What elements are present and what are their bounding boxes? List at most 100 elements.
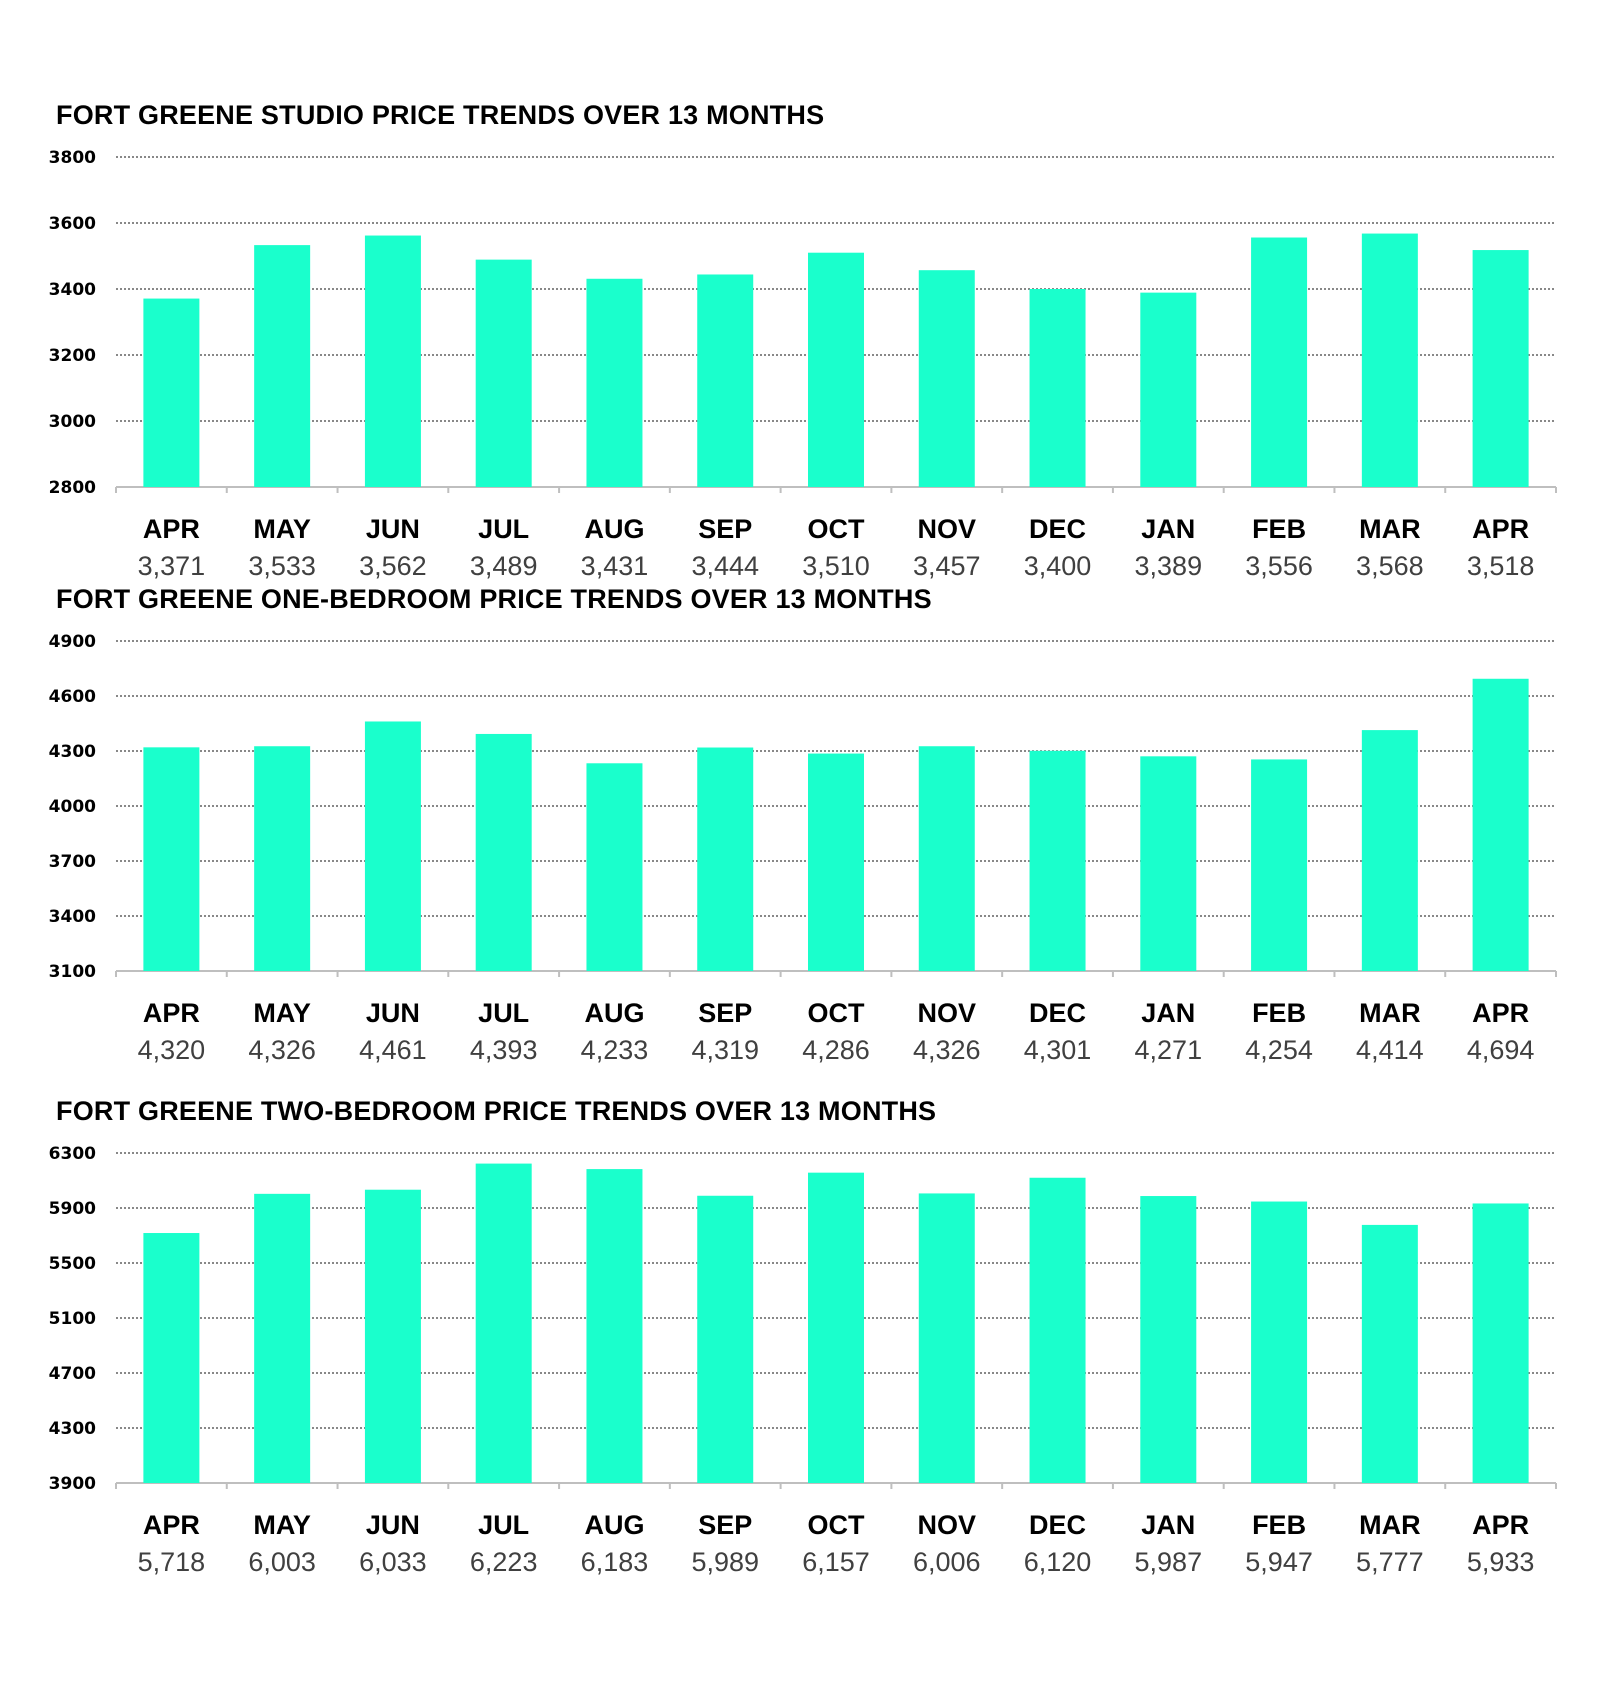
category-label: JUL (478, 514, 529, 544)
bar (254, 1193, 311, 1483)
value-label: 4,271 (1135, 1035, 1203, 1065)
bar (697, 1195, 754, 1483)
bar (1029, 1177, 1086, 1483)
chart-title: FORT GREENE STUDIO PRICE TRENDS OVER 13 … (56, 100, 825, 130)
category-label: JUL (478, 998, 529, 1028)
bar (808, 753, 864, 971)
category-label: JAN (1141, 1510, 1195, 1540)
value-label: 4,286 (802, 1035, 870, 1065)
value-label: 3,389 (1135, 551, 1203, 581)
value-label: 5,947 (1245, 1547, 1313, 1577)
y-tick-label: 3800 (49, 148, 96, 168)
chart-title: FORT GREENE ONE-BEDROOM PRICE TRENDS OVE… (56, 584, 932, 614)
bar (586, 278, 643, 487)
value-label: 4,461 (359, 1035, 427, 1065)
value-label: 4,393 (470, 1035, 538, 1065)
category-label: AUG (584, 514, 644, 544)
bar (586, 763, 643, 971)
category-label: DEC (1029, 998, 1086, 1028)
value-label: 6,157 (802, 1547, 870, 1577)
category-label: AUG (584, 1510, 644, 1540)
category-label: APR (143, 514, 200, 544)
bar (1472, 1203, 1529, 1483)
value-label: 4,254 (1245, 1035, 1313, 1065)
value-label: 3,371 (138, 551, 206, 581)
bar (1472, 250, 1529, 487)
value-label: 3,457 (913, 551, 981, 581)
category-label: MAR (1359, 1510, 1421, 1540)
bar (364, 235, 421, 487)
value-label: 6,223 (470, 1547, 538, 1577)
value-label: 3,400 (1024, 551, 1092, 581)
bar (918, 1193, 975, 1483)
value-label: 3,431 (581, 551, 649, 581)
category-label: FEB (1252, 1510, 1306, 1540)
bar (364, 1189, 421, 1483)
value-label: 6,003 (248, 1547, 316, 1577)
bar (254, 746, 311, 971)
value-label: 3,510 (802, 551, 870, 581)
y-tick-label: 4600 (49, 687, 96, 707)
category-label: APR (143, 998, 200, 1028)
y-tick-label: 2800 (49, 478, 96, 498)
category-label: OCT (808, 998, 866, 1028)
y-tick-label: 3100 (49, 962, 96, 982)
category-label: APR (1472, 998, 1529, 1028)
bar (918, 270, 975, 487)
y-tick-label: 3000 (49, 412, 96, 432)
category-label: MAY (253, 998, 311, 1028)
y-tick-label: 6300 (49, 1144, 96, 1164)
y-tick-label: 3600 (49, 214, 96, 234)
category-label: DEC (1029, 1510, 1086, 1540)
category-label: JAN (1141, 998, 1195, 1028)
value-label: 3,489 (470, 551, 538, 581)
value-label: 3,533 (248, 551, 316, 581)
category-label: NOV (918, 514, 977, 544)
bar (143, 1233, 200, 1483)
value-label: 5,933 (1467, 1547, 1535, 1577)
chart-title: FORT GREENE TWO-BEDROOM PRICE TRENDS OVE… (56, 1096, 937, 1126)
value-label: 3,568 (1356, 551, 1424, 581)
value-label: 4,233 (581, 1035, 649, 1065)
value-label: 4,320 (138, 1035, 206, 1065)
value-label: 4,319 (691, 1035, 759, 1065)
bar (143, 747, 200, 971)
value-label: 5,989 (691, 1547, 759, 1577)
bar (254, 245, 311, 487)
one-bedroom-plot: 3100 3400 3700 4000 4300 4600 4900 APR 4,320 MAY 4… (49, 632, 1557, 1065)
category-label: NOV (918, 998, 977, 1028)
value-label: 5,777 (1356, 1547, 1424, 1577)
category-label: SEP (698, 1510, 752, 1540)
bar (475, 733, 532, 971)
bar (808, 252, 864, 487)
value-label: 3,444 (691, 551, 759, 581)
bar (1029, 750, 1086, 971)
value-label: 3,518 (1467, 551, 1535, 581)
value-label: 4,414 (1356, 1035, 1424, 1065)
value-label: 6,120 (1024, 1547, 1092, 1577)
category-label: APR (143, 1510, 200, 1540)
category-label: OCT (808, 514, 866, 544)
y-tick-label: 5100 (49, 1309, 96, 1329)
category-label: APR (1472, 514, 1529, 544)
y-tick-label: 4300 (49, 1419, 96, 1439)
category-label: SEP (698, 998, 752, 1028)
bar (1472, 678, 1529, 971)
category-label: JUN (366, 514, 420, 544)
bar (697, 747, 754, 971)
value-label: 5,987 (1135, 1547, 1203, 1577)
category-label: OCT (808, 1510, 866, 1540)
category-label: NOV (918, 1510, 977, 1540)
y-tick-label: 3900 (49, 1474, 96, 1494)
bar (475, 1163, 532, 1483)
bar (586, 1169, 643, 1483)
bar (697, 274, 754, 487)
value-label: 6,006 (913, 1547, 981, 1577)
bar (1361, 233, 1418, 487)
category-label: JUN (366, 1510, 420, 1540)
y-tick-label: 3400 (49, 907, 96, 927)
category-label: JAN (1141, 514, 1195, 544)
value-label: 6,033 (359, 1547, 427, 1577)
bar (1361, 1224, 1418, 1483)
category-label: MAY (253, 514, 311, 544)
